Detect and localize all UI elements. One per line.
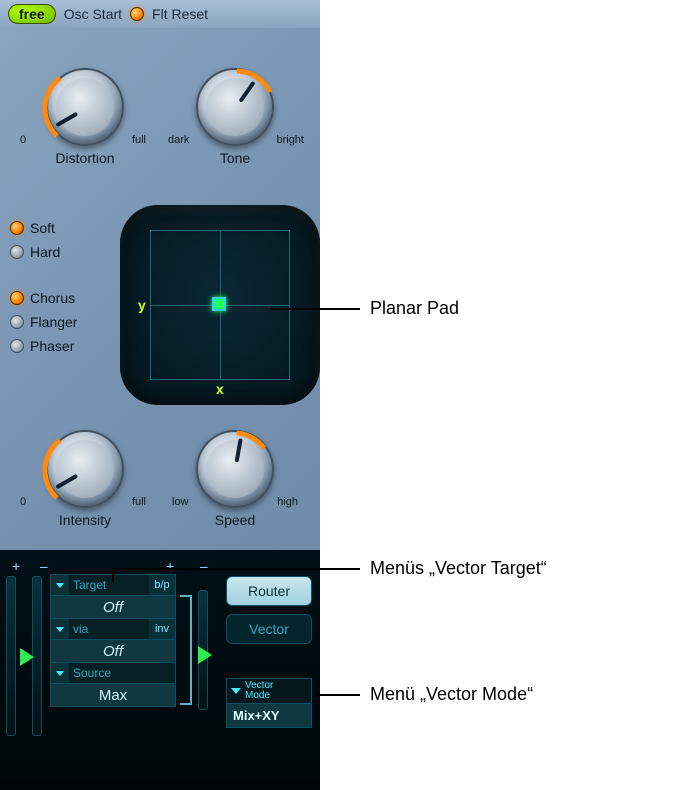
callout-vector-target: Menüs „Vector Target“ xyxy=(370,558,547,579)
free-button[interactable]: free xyxy=(8,4,56,24)
flanger-led-icon xyxy=(10,315,24,329)
bracket-icon xyxy=(180,595,192,705)
planar-pad[interactable]: y x xyxy=(120,205,320,405)
dropdown-icon xyxy=(56,627,64,632)
chorus-option[interactable]: Chorus xyxy=(10,290,77,306)
scale-plus-icon: + xyxy=(12,558,20,574)
intensity-label: Intensity xyxy=(59,512,111,528)
via-label: via xyxy=(69,619,149,639)
router-pane: Router Vector xyxy=(226,576,312,644)
speed-knob-unit: low high Speed xyxy=(170,430,300,528)
distortion-label: Distortion xyxy=(55,150,114,166)
soft-option[interactable]: Soft xyxy=(10,220,77,236)
vector-mode-header: Vector Mode xyxy=(227,679,311,704)
dropdown-icon xyxy=(56,671,64,676)
callout-line xyxy=(112,568,114,582)
intensity-max-label: full xyxy=(132,496,146,508)
phaser-label: Phaser xyxy=(30,338,74,354)
tone-knob[interactable] xyxy=(196,68,274,146)
tone-knob-unit: dark bright Tone xyxy=(170,68,300,166)
target-label: Target xyxy=(69,575,149,595)
via-value[interactable]: Off xyxy=(50,639,176,663)
slider-handle-right-icon[interactable] xyxy=(198,646,212,664)
planar-handle[interactable] xyxy=(212,297,226,311)
tone-min-label: dark xyxy=(168,134,189,146)
router-tab[interactable]: Router xyxy=(226,576,312,606)
chorus-led-icon xyxy=(10,291,24,305)
flanger-label: Flanger xyxy=(30,314,77,330)
flanger-option[interactable]: Flanger xyxy=(10,314,77,330)
vector-tab[interactable]: Vector xyxy=(226,614,312,644)
soft-led-icon xyxy=(10,221,24,235)
flt-reset-label: Flt Reset xyxy=(152,6,208,22)
slider-handle-left-icon[interactable] xyxy=(20,648,34,666)
hard-option[interactable]: Hard xyxy=(10,244,77,260)
speed-knob[interactable] xyxy=(196,430,274,508)
target-value[interactable]: Off xyxy=(50,595,176,619)
speed-min-label: low xyxy=(172,496,189,508)
synth-panel: free Osc Start Flt Reset 0 full Distorti… xyxy=(0,0,320,790)
intensity-knob[interactable] xyxy=(46,430,124,508)
callout-line xyxy=(316,694,360,696)
vector-mode-menu[interactable]: Vector Mode Mix+XY xyxy=(226,678,312,728)
source-label: Source xyxy=(69,663,175,683)
speed-max-label: high xyxy=(277,496,298,508)
hard-led-icon xyxy=(10,245,24,259)
hard-label: Hard xyxy=(30,244,60,260)
phaser-option[interactable]: Phaser xyxy=(10,338,77,354)
via-header-row[interactable]: via inv xyxy=(50,618,176,640)
callout-line xyxy=(112,568,360,570)
distortion-min-label: 0 xyxy=(20,134,26,146)
tone-label: Tone xyxy=(220,150,250,166)
dropdown-icon xyxy=(56,583,64,588)
via-tag: inv xyxy=(149,619,175,639)
callout-planar: Planar Pad xyxy=(370,298,459,319)
callout-line xyxy=(270,308,360,310)
scale-minus2-icon: – xyxy=(200,558,208,574)
source-value[interactable]: Max xyxy=(50,683,176,707)
vector-mode-value: Mix+XY xyxy=(227,704,311,727)
speed-label: Speed xyxy=(215,512,255,528)
osc-start-led-icon[interactable] xyxy=(130,7,144,21)
intensity-min-label: 0 xyxy=(20,496,26,508)
distortion-knob[interactable] xyxy=(46,68,124,146)
callout-vector-mode: Menü „Vector Mode“ xyxy=(370,684,533,705)
scale-plus2-icon: + xyxy=(166,558,174,574)
soft-label: Soft xyxy=(30,220,55,236)
osc-start-label: Osc Start xyxy=(64,6,122,22)
vector-target-block: Target b/p Off via inv Off Source Max xyxy=(50,575,176,707)
dropdown-icon xyxy=(231,688,241,694)
target-tag: b/p xyxy=(149,575,175,595)
top-bar: free Osc Start Flt Reset xyxy=(0,0,320,28)
vector-mode-header2: Mode xyxy=(245,691,273,701)
fx-options: Soft Hard Chorus Flanger Phaser xyxy=(10,220,77,354)
intensity-knob-unit: 0 full Intensity xyxy=(20,430,150,528)
scale-minus-icon: – xyxy=(40,558,48,574)
planar-y-label: y xyxy=(138,297,146,313)
source-header-row[interactable]: Source xyxy=(50,662,176,684)
planar-x-label: x xyxy=(216,381,224,397)
tone-max-label: bright xyxy=(276,134,304,146)
distortion-max-label: full xyxy=(132,134,146,146)
mod-slider-left[interactable] xyxy=(6,576,16,736)
distortion-knob-unit: 0 full Distortion xyxy=(20,68,150,166)
chorus-label: Chorus xyxy=(30,290,75,306)
phaser-led-icon xyxy=(10,339,24,353)
